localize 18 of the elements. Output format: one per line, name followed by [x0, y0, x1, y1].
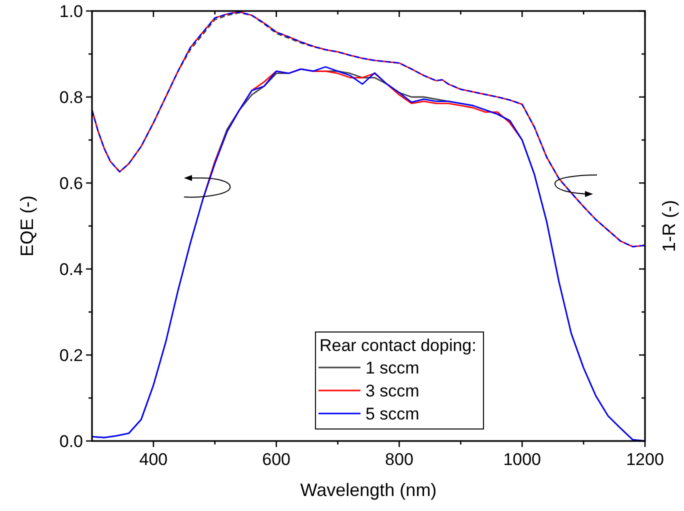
legend-title: Rear contact doping:	[319, 336, 476, 355]
x-axis-title: Wavelength (nm)	[300, 480, 437, 500]
x-tick-label: 600	[262, 450, 291, 469]
y-tick-label: 0.8	[59, 88, 83, 107]
y-tick-label: 0.6	[59, 174, 83, 193]
y-tick-label: 0.4	[59, 260, 83, 279]
x-tick-label: 400	[139, 450, 168, 469]
legend-label: 5 sccm	[365, 404, 420, 424]
x-tick-label: 1200	[626, 450, 664, 469]
legend-label: 1 sccm	[365, 358, 420, 378]
x-tick-label: 800	[385, 450, 414, 469]
x-tick-label: 1000	[503, 450, 542, 469]
y-axis-title: EQE (-)	[17, 196, 37, 256]
y2-axis-title: 1-R (-)	[659, 200, 679, 252]
y-tick-label: 1.0	[59, 2, 83, 21]
y-tick-label: 0.2	[59, 346, 83, 365]
legend-label: 3 sccm	[365, 382, 420, 400]
y-tick-label: 0.0	[59, 432, 83, 451]
